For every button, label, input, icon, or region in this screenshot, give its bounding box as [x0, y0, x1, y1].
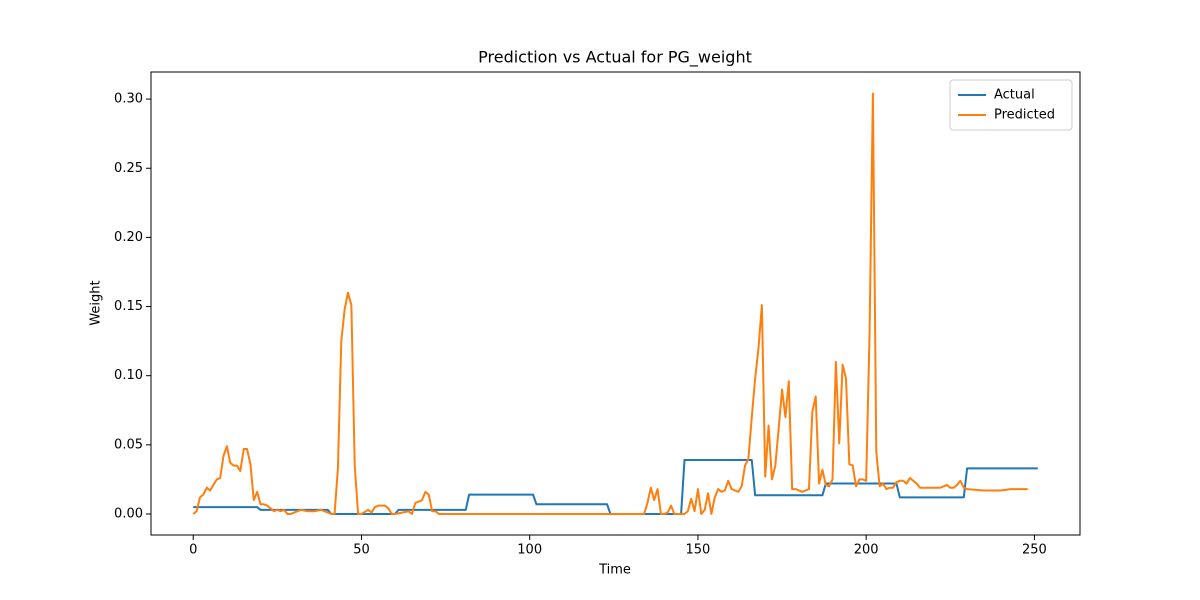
legend-label: Actual	[994, 88, 1035, 103]
x-tick-label: 50	[353, 543, 370, 558]
y-tick-label: 0.10	[114, 368, 143, 383]
x-tick-label: 200	[854, 543, 879, 558]
legend-label: Predicted	[994, 108, 1055, 123]
x-tick-label: 0	[189, 543, 197, 558]
y-tick-label: 0.30	[114, 92, 143, 107]
y-tick-label: 0.20	[114, 230, 143, 245]
chart-title: Prediction vs Actual for PG_weight	[478, 48, 752, 68]
series-line	[193, 459, 1038, 515]
y-tick-label: 0.05	[114, 437, 143, 452]
y-axis-label: Weight	[89, 280, 104, 325]
x-tick-label: 250	[1022, 543, 1047, 558]
series-line	[192, 92, 1028, 515]
y-tick-label: 0.25	[114, 161, 143, 176]
x-axis-label: Time	[598, 563, 631, 578]
y-tick-label: 0.15	[114, 299, 143, 314]
x-tick-label: 150	[686, 543, 711, 558]
legend-box	[949, 79, 1073, 131]
plot-frame	[150, 71, 1081, 536]
y-tick-label: 0.00	[114, 506, 143, 521]
x-tick-label: 100	[517, 543, 542, 558]
